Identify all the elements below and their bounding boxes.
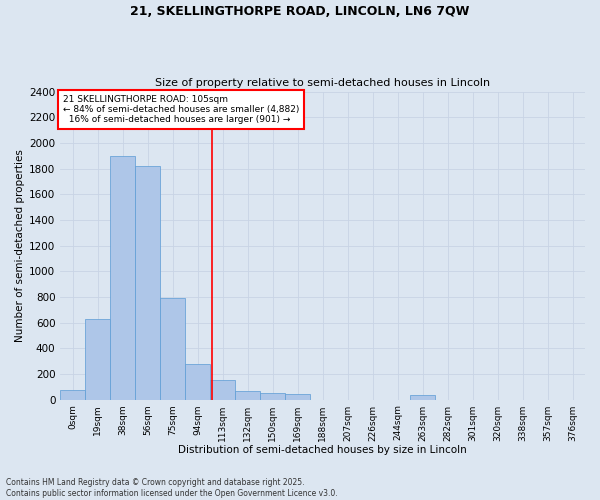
Text: Contains HM Land Registry data © Crown copyright and database right 2025.
Contai: Contains HM Land Registry data © Crown c… [6, 478, 338, 498]
Bar [285, 394, 310, 400]
Text: 21 SKELLINGTHORPE ROAD: 105sqm
← 84% of semi-detached houses are smaller (4,882): 21 SKELLINGTHORPE ROAD: 105sqm ← 84% of … [63, 94, 299, 124]
Bar [135, 166, 160, 400]
Title: Size of property relative to semi-detached houses in Lincoln: Size of property relative to semi-detach… [155, 78, 490, 88]
Bar [410, 395, 435, 400]
Bar [160, 298, 185, 400]
Bar [260, 393, 285, 400]
Bar [60, 390, 85, 400]
Bar [185, 364, 210, 400]
Bar [210, 380, 235, 400]
Y-axis label: Number of semi-detached properties: Number of semi-detached properties [15, 149, 25, 342]
X-axis label: Distribution of semi-detached houses by size in Lincoln: Distribution of semi-detached houses by … [178, 445, 467, 455]
Bar [85, 318, 110, 400]
Bar [235, 390, 260, 400]
Text: 21, SKELLINGTHORPE ROAD, LINCOLN, LN6 7QW: 21, SKELLINGTHORPE ROAD, LINCOLN, LN6 7Q… [130, 5, 470, 18]
Bar [110, 156, 135, 400]
